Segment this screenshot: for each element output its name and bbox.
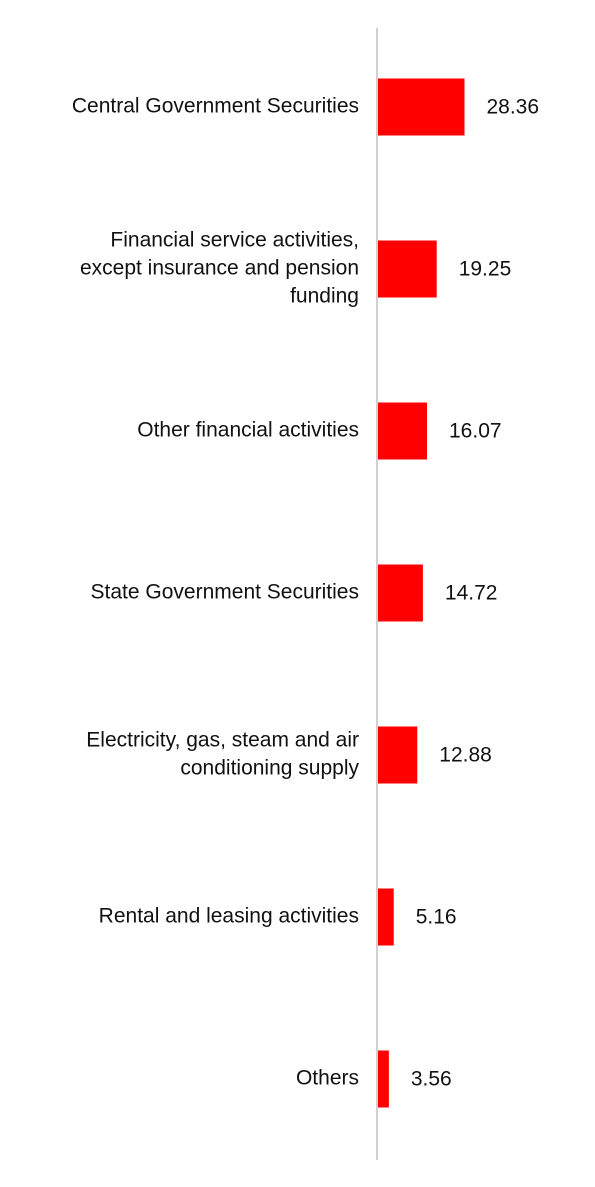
bar-2: [378, 402, 428, 460]
category-label-6: Others: [296, 1067, 359, 1090]
bar-4: [378, 726, 418, 784]
bar-5: [378, 888, 394, 946]
category-label-1-line-0: Financial service activities,: [110, 229, 359, 252]
value-label-1: 19.25: [459, 258, 512, 281]
category-label-5: Rental and leasing activities: [99, 905, 359, 928]
category-label-1-line-1: except insurance and pension: [80, 257, 359, 280]
bar-group: [378, 78, 465, 1108]
bar-0: [378, 78, 465, 136]
bar-6: [378, 1050, 389, 1108]
bar-1: [378, 240, 437, 298]
category-label-0: Central Government Securities: [72, 95, 359, 118]
bar-3: [378, 564, 423, 622]
category-label-group: Central Government Securities Financial s…: [72, 95, 360, 1090]
value-label-4: 12.88: [439, 744, 492, 767]
category-label-2: Other financial activities: [137, 419, 359, 442]
value-label-0: 28.36: [486, 96, 539, 119]
category-label-4-line-0: Electricity, gas, steam and air: [86, 729, 359, 752]
value-label-5: 5.16: [416, 906, 457, 929]
category-label-4-line-1: conditioning supply: [180, 757, 359, 780]
category-label-1-line-2: funding: [290, 285, 359, 308]
value-label-2: 16.07: [449, 420, 502, 443]
category-label-3: State Government Securities: [91, 581, 359, 604]
value-label-group: 28.36 19.25 16.07 14.72 12.88 5.16 3.56: [411, 96, 539, 1091]
value-label-3: 14.72: [445, 582, 498, 605]
value-label-6: 3.56: [411, 1068, 452, 1091]
